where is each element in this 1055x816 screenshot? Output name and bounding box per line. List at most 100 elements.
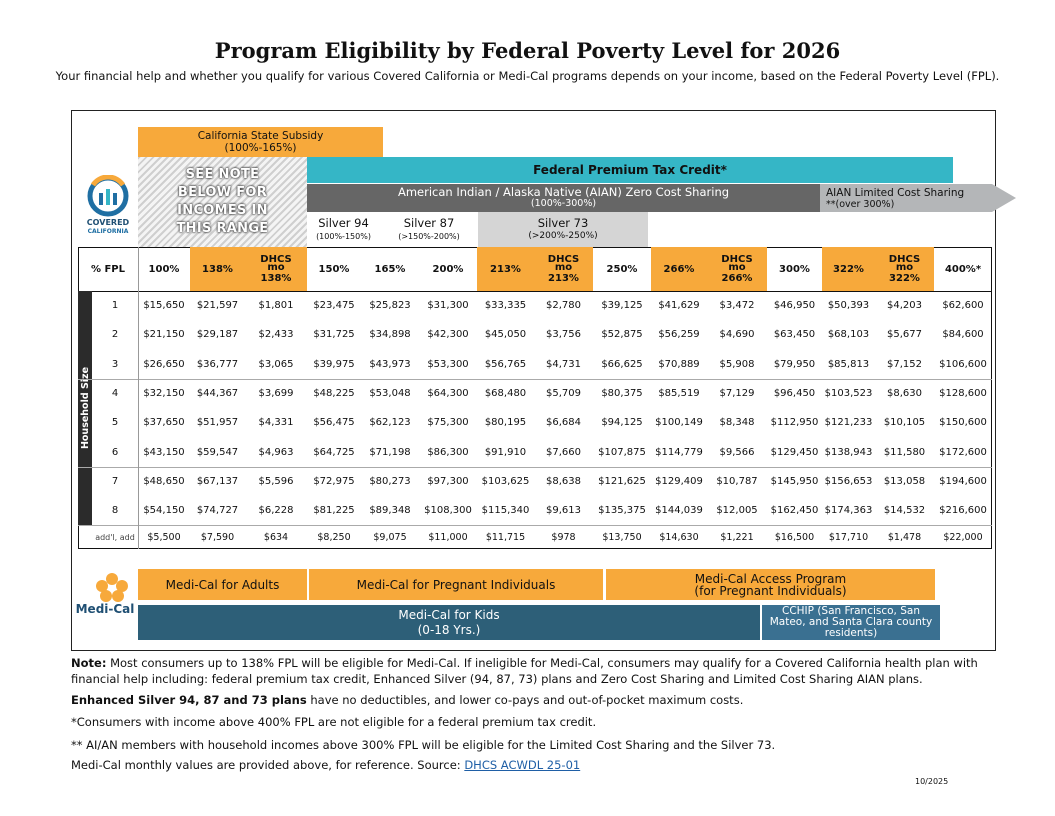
column-header: 165% [361,247,419,291]
table-cell: $174,363 [824,505,873,517]
program-label: Medi-Cal Access Program [694,571,847,586]
table-cell: $5,596 [258,475,294,487]
table-cell: $34,898 [369,329,411,341]
table-cell: $29,187 [196,329,239,341]
table-cell: $80,375 [601,388,643,400]
table-cell: $129,409 [655,475,703,487]
band-range: (>150%-200%) [398,231,460,241]
header-line: 250% [606,263,638,275]
program-label: Medi-Cal for Kids [398,607,500,622]
table-cell: $41,629 [658,300,700,312]
table-cell: $13,058 [883,475,926,487]
source-link[interactable]: DHCS ACWDL 25-01 [464,758,581,772]
column-header: 150% [307,247,361,291]
band-range: (100%-150%) [316,231,371,241]
table-cell: $39,975 [313,358,355,370]
silver-73: Silver 73 (>200%-250%) [478,212,648,247]
note-text: Medi-Cal monthly values are provided abo… [71,758,461,772]
band-range: **(over 300%) [826,199,895,210]
row-rule [78,378,992,380]
header-line: DHCS [260,254,292,265]
table-cell: $1,478 [887,531,922,543]
table-cell: $84,600 [942,329,984,341]
table-cell: $67,137 [196,475,239,487]
band-label: Silver 94 [318,215,369,230]
table-cell: $74,727 [196,505,239,517]
table-cell: $13,750 [602,531,642,543]
table-cell: $103,523 [824,388,873,400]
table-cell: $108,300 [424,505,472,517]
table-cell: $14,630 [659,531,699,543]
column-header: 400%* [934,247,992,291]
table-cell: $43,973 [369,358,411,370]
column-header: 300% [767,247,822,291]
table-cell: $162,450 [770,505,819,517]
program-sub: (0-18 Yrs.) [417,622,481,637]
header-line: 138% [202,263,233,275]
table-cell: $100,149 [655,417,703,429]
table-cell: $31,300 [427,300,469,312]
table-cell: $9,613 [546,505,581,517]
table-cell: $150,600 [939,417,987,429]
table-cell: $112,950 [770,417,819,429]
table-cell: $8,348 [719,417,755,429]
title: Program Eligibility by Federal Poverty L… [214,38,841,63]
table-cell: $16,500 [774,531,815,543]
table-cell: $48,650 [143,475,185,487]
header-line: DHCS [547,254,580,265]
table-cell: $4,203 [887,300,922,312]
program-sub: (for Pregnant Individuals) [694,583,847,598]
header-line: 165% [374,263,406,275]
medi-cal-adults: Medi-Cal for Adults [138,569,307,600]
table-cell: $56,475 [313,417,355,429]
table-cell: $85,813 [827,358,870,370]
table-cell: $42,300 [427,329,469,341]
table-cell: $3,756 [546,329,581,341]
program-label: Medi-Cal for Adults [165,577,280,592]
table-cell: $1,801 [258,300,294,312]
column-rule [138,247,139,549]
table-cell: $36,777 [196,358,239,370]
table-cell: $71,198 [369,446,411,458]
row-rule [78,466,992,468]
note: Enhanced Silver 94, 87 and 73 plans have… [71,692,1001,708]
table-cell: $11,715 [485,531,526,543]
header-line: 300% [779,263,810,275]
table-cell: $9,566 [719,446,755,458]
table-cell: $194,600 [939,475,987,487]
header-line: 322% [833,263,864,275]
arrow-shape [820,184,1016,212]
header-line: mo [554,262,573,273]
column-header: 138% [190,247,245,291]
table-cell: $128,600 [939,388,987,400]
state-subsidy-band: California State Subsidy (100%-165%) [138,127,383,157]
band-label: Federal Premium Tax Credit* [533,163,727,177]
logo-line: COVERED [86,218,130,227]
covered-logo-text: COVERED CALIFORNIA [78,218,138,236]
table-cell: $8,250 [317,531,351,543]
note: Medi-Cal monthly values are provided abo… [71,757,1001,773]
table-cell: $15,650 [143,300,185,312]
band-range: (>200%-250%) [528,230,598,241]
header-line: 100% [148,263,180,275]
band-range: (100%-165%) [224,142,297,154]
note: ** AI/AN members with household incomes … [71,738,776,752]
aian-limited-arrow [820,184,1016,212]
header-line: mo [895,262,914,273]
table-cell: $14,532 [883,505,926,517]
table-cell: $17,710 [828,531,869,543]
table-cell: $11,580 [883,446,926,458]
table-cell: $23,475 [313,300,355,312]
header-line: 266% [721,273,753,284]
medi-cal-logo-text: Medi-Cal [75,602,135,616]
table-cell: $2,780 [546,300,581,312]
table-cell: $96,450 [773,388,816,400]
table-cell: $121,233 [824,417,873,429]
table-cell: $138,943 [824,446,873,458]
header-line: 400%* [944,263,982,275]
covered-logo-icon [87,175,129,217]
table-cell: $7,152 [887,358,922,370]
table-cell: $79,950 [773,358,816,370]
table-cell: $5,500 [147,531,181,543]
